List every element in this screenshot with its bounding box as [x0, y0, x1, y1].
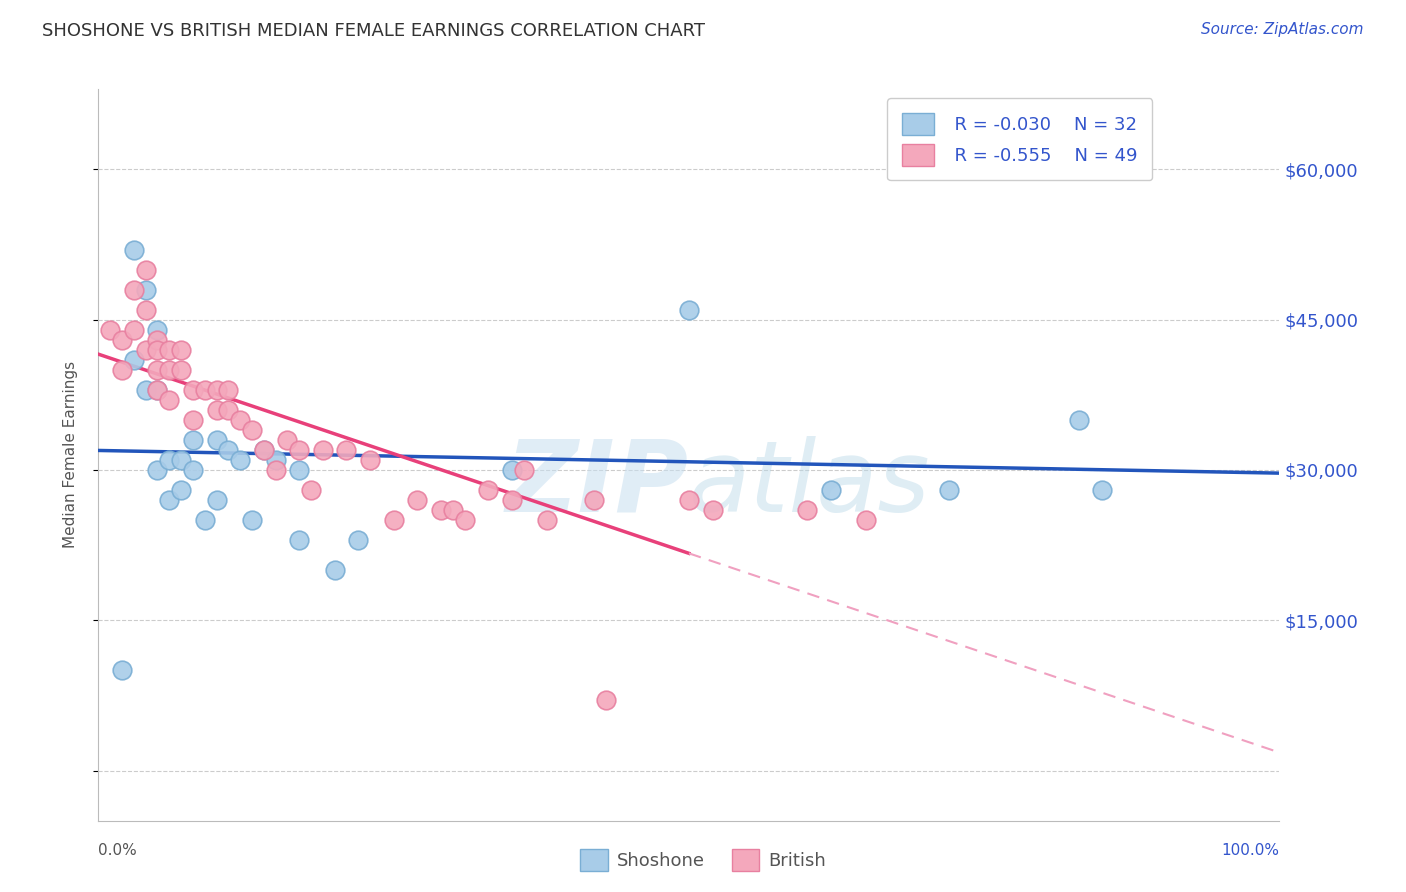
Point [595, 693, 617, 707]
Point [157, 392, 180, 407]
Point [181, 463, 204, 477]
Point [536, 513, 558, 527]
Point [702, 503, 724, 517]
Point [205, 402, 228, 417]
Point [170, 363, 193, 377]
Point [501, 493, 523, 508]
Point [205, 383, 228, 397]
Text: atlas: atlas [689, 435, 931, 533]
Text: 0.0%: 0.0% [98, 843, 138, 858]
Point [382, 513, 405, 527]
Point [146, 383, 169, 397]
Y-axis label: Median Female Earnings: Median Female Earnings [63, 361, 77, 549]
Point [477, 483, 499, 497]
Point [253, 442, 276, 457]
Point [146, 363, 169, 377]
Point [122, 323, 145, 337]
Point [135, 302, 157, 317]
Legend: Shoshone, British: Shoshone, British [574, 842, 832, 879]
Point [288, 533, 311, 547]
Point [229, 413, 252, 427]
Point [678, 302, 700, 317]
Point [122, 283, 145, 297]
Point [240, 513, 263, 527]
Point [181, 383, 204, 397]
Point [501, 463, 523, 477]
Text: ZIP: ZIP [506, 435, 689, 533]
Point [135, 343, 157, 357]
Point [299, 483, 322, 497]
Point [512, 463, 534, 477]
Point [264, 453, 287, 467]
Point [181, 413, 204, 427]
Point [678, 493, 700, 508]
Point [157, 363, 180, 377]
Point [157, 453, 180, 467]
Point [146, 343, 169, 357]
Point [276, 433, 298, 447]
Point [217, 442, 239, 457]
Point [1067, 413, 1090, 427]
Point [453, 513, 475, 527]
Point [441, 503, 464, 517]
Point [157, 493, 180, 508]
Point [157, 343, 180, 357]
Point [170, 483, 193, 497]
Point [240, 423, 263, 437]
Point [288, 463, 311, 477]
Point [312, 442, 335, 457]
Text: 100.0%: 100.0% [1222, 843, 1279, 858]
Point [347, 533, 370, 547]
Point [264, 463, 287, 477]
Text: SHOSHONE VS BRITISH MEDIAN FEMALE EARNINGS CORRELATION CHART: SHOSHONE VS BRITISH MEDIAN FEMALE EARNIN… [42, 22, 706, 40]
Point [194, 513, 217, 527]
Point [217, 383, 239, 397]
Point [146, 333, 169, 347]
Point [217, 402, 239, 417]
Point [205, 433, 228, 447]
Point [430, 503, 453, 517]
Point [146, 323, 169, 337]
Point [323, 563, 346, 577]
Point [135, 383, 157, 397]
Point [111, 363, 134, 377]
Point [122, 352, 145, 367]
Point [98, 323, 121, 337]
Point [111, 664, 134, 678]
Point [135, 283, 157, 297]
Point [229, 453, 252, 467]
Point [288, 442, 311, 457]
Point [146, 463, 169, 477]
Point [170, 343, 193, 357]
Point [194, 383, 217, 397]
Point [135, 262, 157, 277]
Point [855, 513, 877, 527]
Point [820, 483, 842, 497]
Point [796, 503, 818, 517]
Point [111, 333, 134, 347]
Point [938, 483, 960, 497]
Point [583, 493, 606, 508]
Point [170, 453, 193, 467]
Point [359, 453, 381, 467]
Point [1091, 483, 1114, 497]
Point [335, 442, 357, 457]
Point [253, 442, 276, 457]
Text: Source: ZipAtlas.com: Source: ZipAtlas.com [1201, 22, 1364, 37]
Point [146, 383, 169, 397]
Point [181, 433, 204, 447]
Point [205, 493, 228, 508]
Point [406, 493, 429, 508]
Legend:   R = -0.030    N = 32,   R = -0.555    N = 49: R = -0.030 N = 32, R = -0.555 N = 49 [887, 98, 1153, 180]
Point [122, 243, 145, 257]
